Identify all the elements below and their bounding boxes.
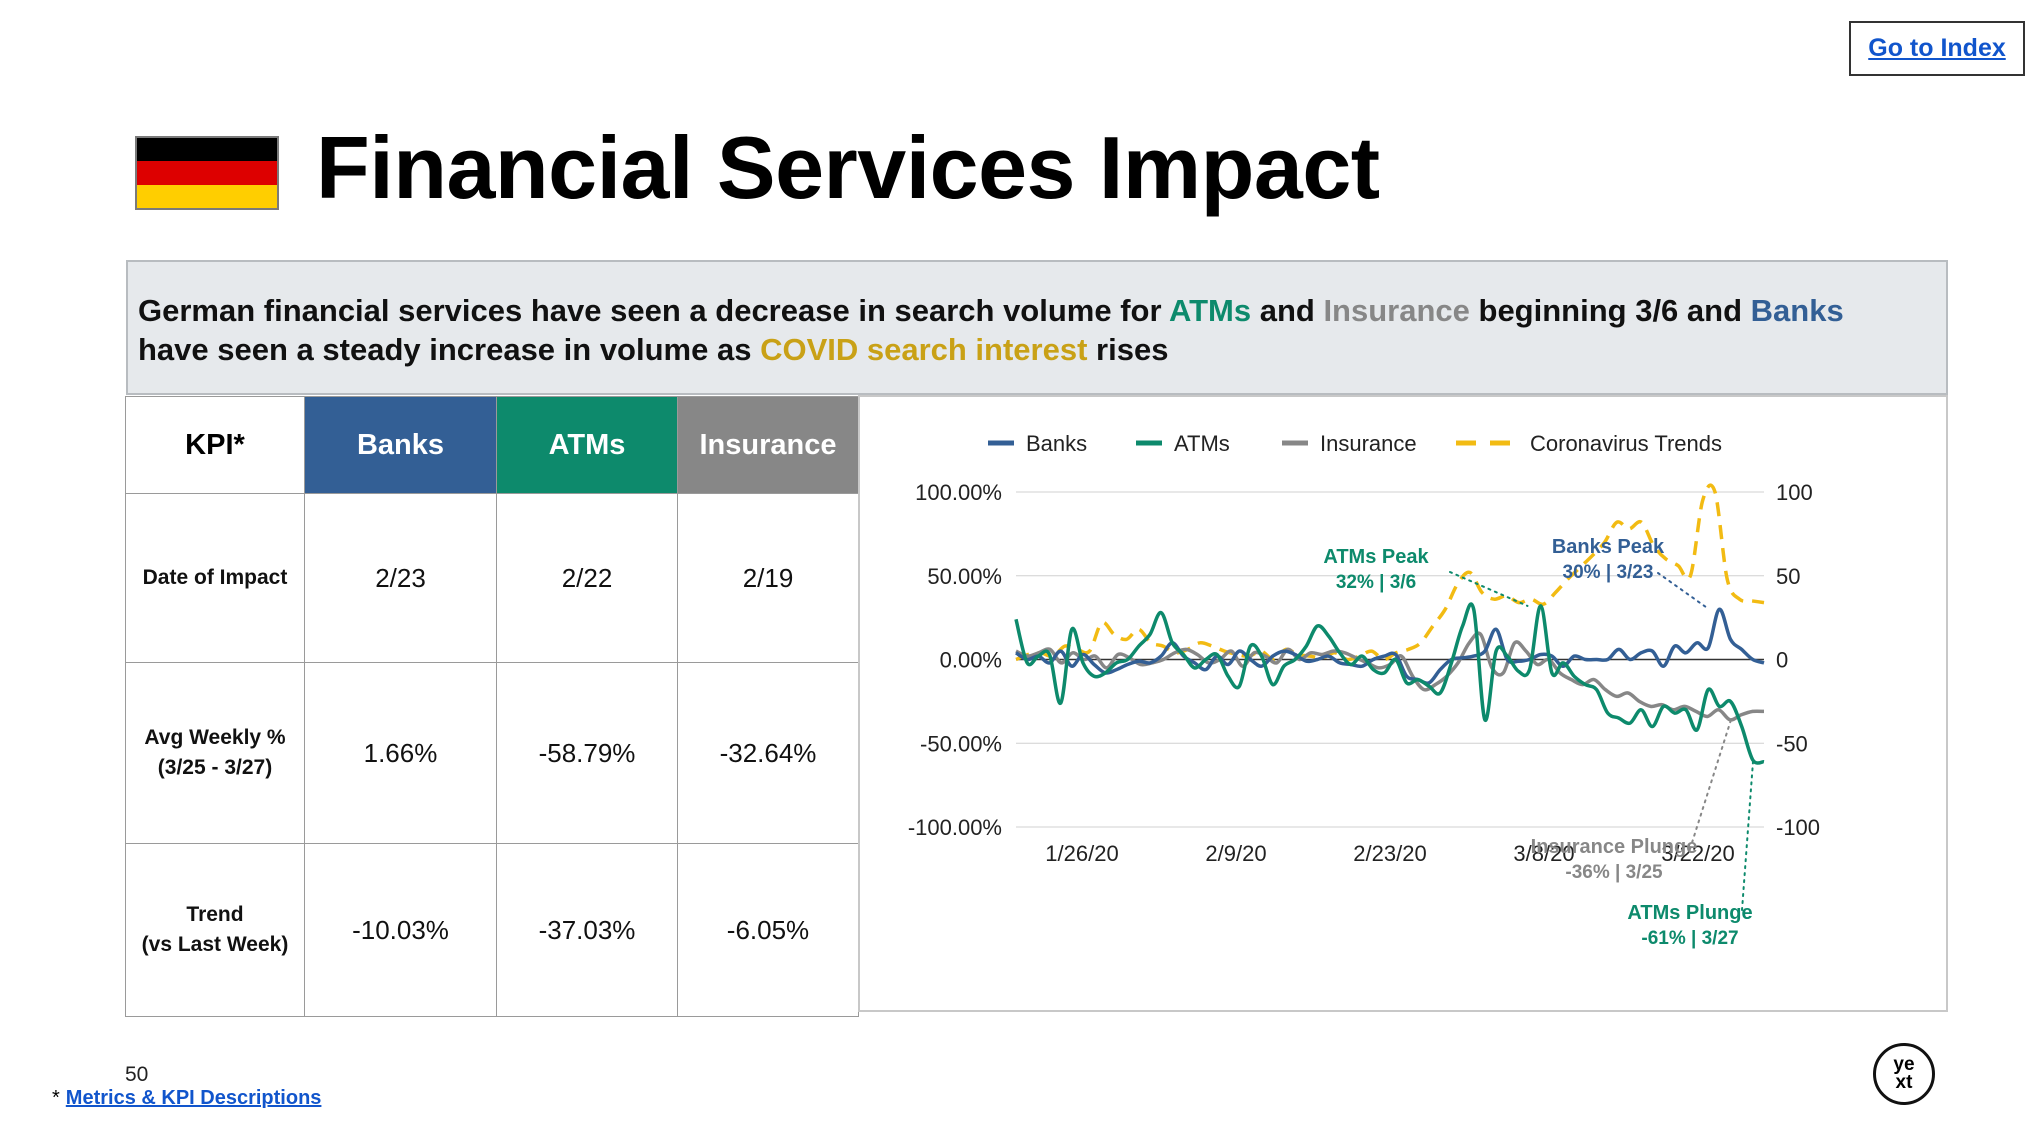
annotation-title: Banks Peak: [1552, 536, 1665, 558]
header-insurance: Insurance: [677, 396, 859, 494]
summary-box: German financial services have seen a de…: [126, 260, 1948, 395]
row-label: Date of Impact: [125, 493, 305, 663]
annotation-leader: [1689, 718, 1732, 850]
row-label: Avg Weekly % (3/25 - 3/27): [125, 662, 305, 844]
logo-text-top: ye: [1893, 1054, 1915, 1075]
footnote: * Metrics & KPI Descriptions: [52, 1087, 321, 1110]
x-tick-label: 2/23/20: [1353, 841, 1426, 866]
row-label: Trend (vs Last Week): [125, 843, 305, 1017]
cell-value: -58.79%: [496, 662, 678, 844]
annotation-title: ATMs Peak: [1323, 546, 1429, 568]
cell-value: -10.03%: [304, 843, 497, 1017]
annotation-value: 30% | 3/23: [1563, 562, 1654, 583]
logo-text-bottom: xt: [1895, 1072, 1913, 1093]
go-to-index-link[interactable]: Go to Index: [1868, 34, 2006, 62]
go-to-index-box: Go to Index: [1849, 21, 2025, 76]
legend-label: ATMs: [1174, 431, 1230, 456]
row-label-line: Date of Impact: [142, 566, 288, 589]
y-left-tick-label: -100.00%: [908, 815, 1002, 840]
summary-text: German financial services have seen a de…: [138, 291, 1844, 369]
line-chart: 100.00% 50.00% 0.00% -50.00% -100.00% 100 50 0 -…: [908, 431, 1820, 949]
cell-value: -32.64%: [677, 662, 859, 844]
footnote-asterisk: *: [52, 1087, 60, 1109]
row-label-line: Avg Weekly %: [144, 726, 286, 749]
line-chart-panel: 100.00% 50.00% 0.00% -50.00% -100.00% 100 50 0 -…: [858, 395, 1948, 1012]
table-row: Trend (vs Last Week) -10.03% -37.03% -6.0…: [125, 843, 859, 1017]
x-tick-label: 2/9/20: [1205, 841, 1266, 866]
y-left-tick-label: -50.00%: [920, 731, 1002, 756]
row-label-line: (3/25 - 3/27): [157, 756, 273, 779]
summary-banks: Banks: [1750, 293, 1844, 328]
legend-label: Coronavirus Trends: [1530, 431, 1722, 456]
summary-part-1: German financial services have seen a de…: [138, 293, 1169, 328]
yext-logo: ye xt: [1873, 1043, 1935, 1105]
annotation-leader: [1449, 571, 1529, 607]
flag-stripe-black: [137, 138, 277, 162]
series-line-insurance: [1015, 631, 1765, 722]
annotation-leader: [1741, 760, 1754, 911]
summary-part-2: and: [1251, 293, 1324, 328]
flag-stripe-gold: [137, 184, 277, 208]
flag-stripe-red: [137, 161, 277, 185]
y-right-tick-label: -50: [1776, 731, 1808, 756]
summary-atms: ATMs: [1169, 293, 1252, 328]
summary-part-4: have seen a steady increase in volume as: [138, 332, 761, 367]
y-right-tick-label: 50: [1776, 564, 1800, 589]
header-kpi: KPI*: [125, 396, 305, 494]
y-right-tick-label: -100: [1776, 815, 1820, 840]
header-banks: Banks: [304, 396, 497, 494]
metrics-kpi-link[interactable]: Metrics & KPI Descriptions: [65, 1087, 322, 1109]
annotation-value: -36% | 3/25: [1565, 862, 1663, 883]
table-row: Avg Weekly % (3/25 - 3/27) 1.66% -58.79% …: [125, 662, 859, 844]
y-right-tick-label: 100: [1776, 480, 1813, 505]
series-line-coronavirus-trends: [1015, 483, 1765, 662]
annotation-value: -61% | 3/27: [1641, 928, 1738, 949]
annotation-leader: [1657, 572, 1710, 611]
row-label-line: (vs Last Week): [141, 933, 289, 956]
cell-value: 2/19: [677, 493, 859, 663]
y-left-tick-label: 0.00%: [940, 648, 1002, 673]
cell-value: 2/23: [304, 493, 497, 663]
x-tick-label: 1/26/20: [1045, 841, 1118, 866]
annotation-title: ATMs Plunge: [1627, 902, 1752, 924]
cell-value: -6.05%: [677, 843, 859, 1017]
header-atms: ATMs: [496, 396, 678, 494]
summary-insurance: Insurance: [1323, 293, 1470, 328]
y-left-tick-label: 50.00%: [927, 564, 1002, 589]
kpi-header-row: KPI* Banks ATMs Insurance: [125, 396, 859, 494]
x-tick-label: 3/8/20: [1513, 841, 1574, 866]
cell-value: 1.66%: [304, 662, 497, 844]
kpi-table: KPI* Banks ATMs Insurance Date of Impact…: [125, 396, 859, 1017]
x-tick-label: 3/22/20: [1661, 841, 1734, 866]
y-right-tick-label: 0: [1776, 648, 1788, 673]
annotation-value: 32% | 3/6: [1336, 572, 1416, 593]
legend-label: Insurance: [1320, 431, 1417, 456]
table-row: Date of Impact 2/23 2/22 2/19: [125, 493, 859, 663]
series-line-banks: [1015, 607, 1765, 686]
germany-flag: [135, 136, 279, 210]
summary-part-3: beginning 3/6 and: [1469, 293, 1751, 328]
page-number: 50: [125, 1063, 149, 1086]
cell-value: -37.03%: [496, 843, 678, 1017]
summary-covid: COVID search interest: [760, 332, 1088, 367]
summary-part-5: rises: [1087, 332, 1169, 367]
page-title: Financial Services Impact: [316, 118, 1380, 217]
series-line-atms: [1014, 602, 1765, 765]
cell-value: 2/22: [496, 493, 678, 663]
annotation-title: Insurance Plunge: [1531, 836, 1698, 858]
row-label-line: Trend: [186, 903, 244, 926]
y-left-tick-label: 100.00%: [915, 480, 1002, 505]
legend-label: Banks: [1026, 431, 1087, 456]
